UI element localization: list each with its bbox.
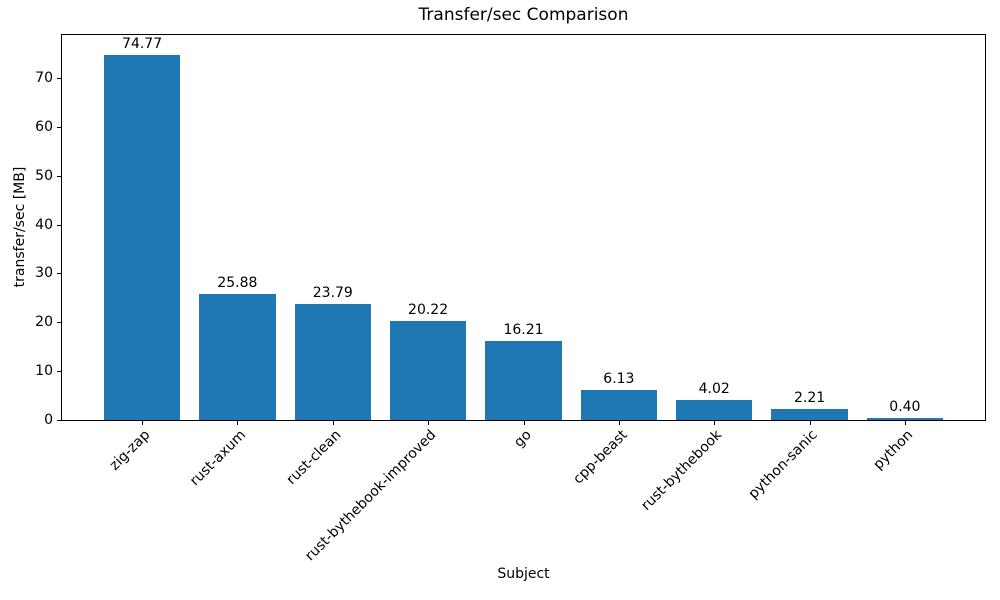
bar-value-label-rust-bythebook-improved: 20.22 xyxy=(408,302,449,318)
x-tick-label-python-sanic: python-sanic xyxy=(745,427,821,503)
bar-zig-zap xyxy=(103,55,181,420)
x-tick-label-cpp-beast: cpp-beast xyxy=(569,427,631,488)
bar-python xyxy=(866,418,944,420)
bar-cpp-beast xyxy=(580,390,657,420)
chart-title: Transfer/sec Comparison xyxy=(418,5,629,25)
bar-rust-bythebook-improved xyxy=(390,321,467,420)
x-tick-mark xyxy=(714,421,716,425)
x-tick-label-python: python xyxy=(870,427,917,473)
bar-python-sanic xyxy=(771,409,848,420)
x-tick-label-go: go xyxy=(511,427,535,451)
x-tick-label-rust-clean: rust-clean xyxy=(283,427,345,488)
x-tick-mark xyxy=(332,421,334,425)
y-tick-label: 50 xyxy=(35,168,53,184)
bar-value-label-rust-bythebook: 4.02 xyxy=(698,381,730,397)
y-tick-mark xyxy=(57,420,61,421)
x-tick-mark xyxy=(428,421,430,425)
y-tick-label: 20 xyxy=(35,314,53,330)
bar-value-label-cpp-beast: 6.13 xyxy=(603,371,635,387)
x-tick-label-rust-bythebook: rust-bythebook xyxy=(638,427,726,514)
x-tick-mark xyxy=(904,421,906,425)
y-tick-mark xyxy=(57,127,61,128)
y-tick-label: 70 xyxy=(35,70,53,86)
x-tick-mark xyxy=(523,421,525,425)
y-tick-mark xyxy=(57,371,61,372)
y-tick-label: 30 xyxy=(35,265,53,281)
bar-value-label-python: 0.40 xyxy=(889,399,921,415)
x-tick-label-rust-axum: rust-axum xyxy=(186,427,249,490)
y-tick-label: 60 xyxy=(35,119,53,135)
y-tick-mark xyxy=(57,78,61,79)
y-tick-mark xyxy=(57,322,61,323)
bar-value-label-rust-axum: 25.88 xyxy=(217,275,258,291)
bar-rust-bythebook xyxy=(676,400,753,420)
y-tick-mark xyxy=(57,176,61,177)
bar-value-label-go: 16.21 xyxy=(503,322,544,338)
x-tick-mark xyxy=(142,421,144,425)
y-tick-label: 0 xyxy=(44,412,53,428)
x-tick-mark xyxy=(618,421,620,425)
y-tick-mark xyxy=(57,273,61,274)
bar-rust-clean xyxy=(294,304,371,420)
y-tick-label: 40 xyxy=(35,217,53,233)
x-tick-mark xyxy=(809,421,811,425)
y-tick-label: 10 xyxy=(35,363,53,379)
y-tick-mark xyxy=(57,225,61,226)
bar-rust-axum xyxy=(199,294,276,420)
bar-value-label-python-sanic: 2.21 xyxy=(794,390,826,406)
x-tick-mark xyxy=(237,421,239,425)
x-axis-label: Subject xyxy=(497,566,550,582)
bar-go xyxy=(485,341,562,420)
x-tick-label-zig-zap: zig-zap xyxy=(106,427,154,474)
bar-value-label-zig-zap: 74.77 xyxy=(122,36,163,52)
bar-value-label-rust-clean: 23.79 xyxy=(312,285,353,301)
